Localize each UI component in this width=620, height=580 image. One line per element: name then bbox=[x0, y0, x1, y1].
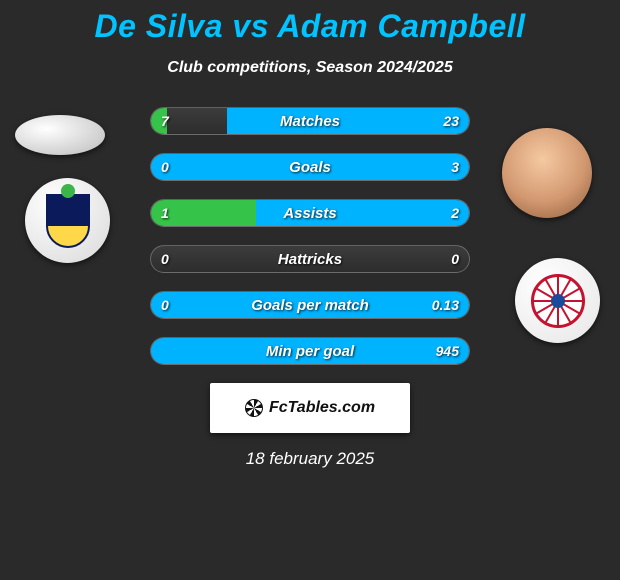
brand-text: FcTables.com bbox=[269, 399, 375, 417]
stats-area: 7 23 Matches 0 3 Goals 1 2 Assists 0 0 Hattricks 0 0.… bbox=[0, 107, 620, 365]
stat-label: Min per goal bbox=[266, 343, 354, 360]
subtitle: Club competitions, Season 2024/2025 bbox=[0, 59, 620, 77]
stat-label: Matches bbox=[280, 113, 340, 130]
stat-value-right: 23 bbox=[443, 113, 459, 129]
stat-row: 7 23 Matches bbox=[150, 107, 470, 135]
stat-value-left: 7 bbox=[161, 113, 169, 129]
stat-value-right: 0 bbox=[451, 251, 459, 267]
stat-row: 0 0 Hattricks bbox=[150, 245, 470, 273]
page-title: De Silva vs Adam Campbell bbox=[0, 0, 620, 45]
stat-row: 0 3 Goals bbox=[150, 153, 470, 181]
stat-row: 945 Min per goal bbox=[150, 337, 470, 365]
stat-value-right: 0.13 bbox=[432, 297, 459, 313]
stat-value-left: 0 bbox=[161, 251, 169, 267]
stat-value-right: 3 bbox=[451, 159, 459, 175]
stat-row: 1 2 Assists bbox=[150, 199, 470, 227]
stat-row: 0 0.13 Goals per match bbox=[150, 291, 470, 319]
stat-label: Hattricks bbox=[278, 251, 342, 268]
stat-label: Goals bbox=[289, 159, 331, 176]
stat-label: Goals per match bbox=[251, 297, 369, 314]
brand-badge: FcTables.com bbox=[210, 383, 410, 433]
football-icon bbox=[245, 399, 263, 417]
stat-fill-right bbox=[227, 108, 469, 134]
stat-value-left: 1 bbox=[161, 205, 169, 221]
stat-value-left: 0 bbox=[161, 297, 169, 313]
date-label: 18 february 2025 bbox=[0, 449, 620, 469]
stat-label: Assists bbox=[283, 205, 336, 222]
stat-value-right: 2 bbox=[451, 205, 459, 221]
stat-value-left: 0 bbox=[161, 159, 169, 175]
stat-value-right: 945 bbox=[436, 343, 459, 359]
